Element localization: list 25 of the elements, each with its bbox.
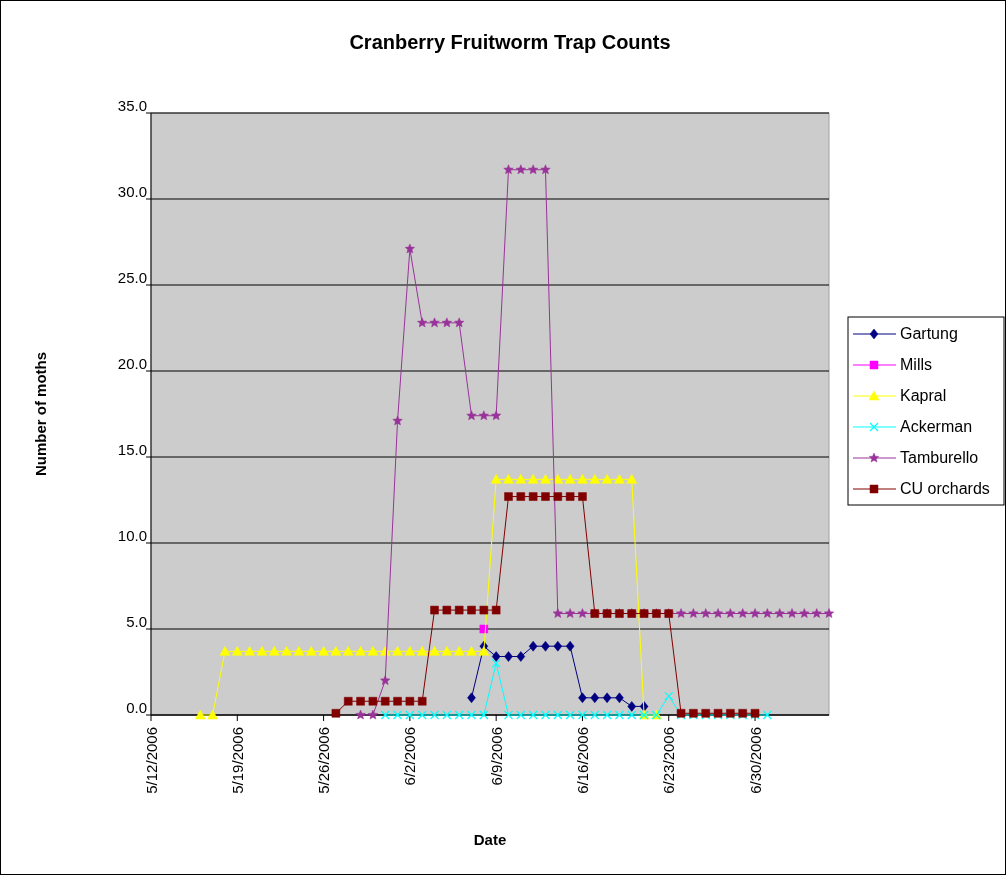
x-tick-label: 5/26/2006 xyxy=(315,727,333,794)
legend-label: CU orchards xyxy=(900,479,990,497)
x-tick-label: 6/30/2006 xyxy=(746,727,764,794)
legend-label: Kapral xyxy=(900,386,947,404)
x-tick-label: 6/9/2006 xyxy=(487,727,505,786)
chart-title: Cranberry Fruitworm Trap Counts xyxy=(349,31,671,53)
legend-label: Gartung xyxy=(900,324,958,342)
y-tick-label: 15.0 xyxy=(117,440,147,458)
x-tick-label: 6/2/2006 xyxy=(401,727,419,786)
x-tick-label: 5/19/2006 xyxy=(228,727,246,794)
x-axis-title: Date xyxy=(473,831,507,848)
x-tick-label: 5/12/2006 xyxy=(142,727,160,794)
y-tick-label: 5.0 xyxy=(126,612,147,630)
legend-label: Ackerman xyxy=(900,417,973,435)
legend-label: Mills xyxy=(900,355,932,373)
legend-label: Tamburello xyxy=(900,448,979,466)
y-tick-label: 10.0 xyxy=(117,526,147,544)
y-tick-label: 35.0 xyxy=(117,96,147,114)
y-tick-label: 0.0 xyxy=(126,698,147,716)
x-tick-label: 6/16/2006 xyxy=(573,727,591,794)
x-tick-label: 6/23/2006 xyxy=(660,727,678,794)
y-tick-label: 30.0 xyxy=(117,182,147,200)
y-tick-label: 25.0 xyxy=(117,268,147,286)
y-axis-title: Number of moths xyxy=(31,351,49,477)
y-tick-label: 20.0 xyxy=(117,354,147,372)
